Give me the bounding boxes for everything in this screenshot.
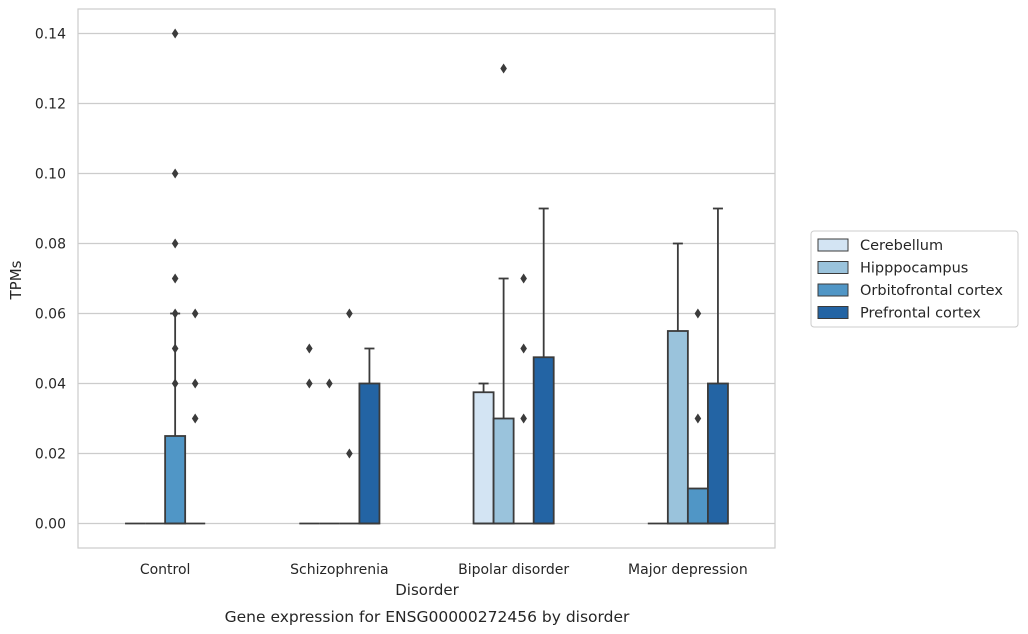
legend-label: Orbitofrontal cortex [860, 283, 1003, 299]
box-body [358, 382, 381, 525]
box-prefrontal-cortex [532, 207, 555, 525]
legend: Cerebellum Hipppocampus Orbitofrontal cort… [810, 230, 1019, 328]
box-body [707, 382, 729, 525]
box-body [686, 487, 709, 525]
box-prefrontal-cortex [358, 347, 381, 525]
box-hipppocampus [492, 277, 515, 525]
boxes [125, 207, 729, 525]
legend-frame [810, 230, 1019, 328]
x-tick-label: Major depression [628, 562, 748, 578]
legend-swatch [817, 261, 849, 274]
outlier-point [326, 378, 333, 389]
outlier-point [500, 63, 507, 74]
y-tick-label: 0.10 [35, 167, 66, 183]
box-body [472, 391, 495, 525]
y-tick-label: 0.08 [35, 237, 66, 253]
outlier-point [171, 28, 179, 39]
legend-swatch [817, 306, 849, 319]
y-axis-label: TPMs [7, 260, 25, 300]
outlier-point [191, 308, 199, 319]
outlier-point [191, 378, 199, 389]
box-cerebellum [472, 382, 495, 525]
box-orbitofrontal-cortex [686, 487, 709, 525]
legend-label: Hipppocampus [860, 261, 968, 277]
outlier-point [306, 343, 313, 354]
plot-frame [77, 8, 776, 549]
box-prefrontal-cortex [707, 207, 729, 525]
box-body [164, 435, 187, 525]
box-body [532, 356, 555, 525]
outlier-point [694, 308, 702, 319]
x-axis-ticks: Control Schizophrenia Bipolar disorder Majo… [140, 562, 748, 578]
outliers [171, 28, 702, 459]
x-tick-label: Bipolar disorder [458, 562, 569, 578]
outlier-point [346, 448, 353, 459]
outlier-point [171, 343, 179, 354]
outlier-point [520, 343, 527, 354]
y-tick-label: 0.12 [35, 97, 66, 113]
outlier-point [171, 378, 179, 389]
box-orbitofrontal-cortex [164, 312, 187, 525]
box-body [492, 417, 515, 525]
y-axis-ticks: 0.00 0.02 0.04 0.06 0.08 0.10 0.12 0.14 [35, 27, 66, 533]
x-tick-label: Control [140, 562, 191, 578]
outlier-point [171, 238, 179, 249]
y-tick-label: 0.00 [35, 517, 66, 533]
x-tick-label: Schizophrenia [290, 562, 388, 578]
x-axis-label: Disorder [395, 581, 459, 599]
box-hipppocampus [666, 242, 689, 525]
outlier-point [171, 308, 179, 319]
outlier-point [191, 413, 199, 424]
outlier-point [694, 413, 702, 424]
outlier-point [171, 168, 179, 179]
box-body [666, 330, 689, 525]
legend-swatch [817, 283, 849, 297]
legend-label: Cerebellum [860, 238, 943, 254]
y-tick-label: 0.14 [35, 27, 66, 43]
y-tick-label: 0.06 [35, 307, 66, 323]
y-tick-label: 0.02 [35, 447, 66, 463]
legend-label: Prefrontal cortex [860, 306, 981, 322]
outlier-point [520, 273, 527, 284]
outlier-point [520, 413, 527, 424]
y-tick-label: 0.04 [35, 377, 66, 393]
outlier-point [346, 308, 353, 319]
outlier-point [306, 378, 313, 389]
chart-caption: Gene expression for ENSG00000272456 by d… [225, 608, 630, 626]
outlier-point [171, 273, 179, 284]
legend-swatch [817, 238, 849, 252]
